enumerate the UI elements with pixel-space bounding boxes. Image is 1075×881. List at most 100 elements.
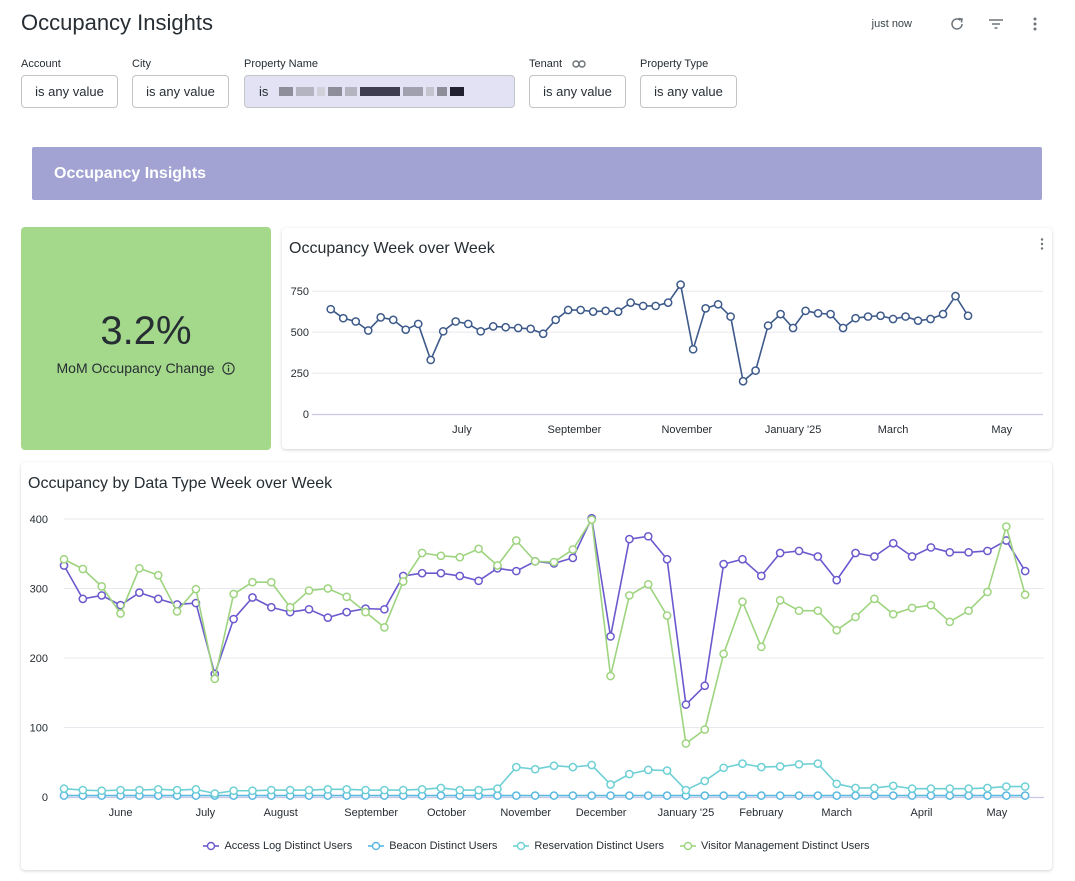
data-point[interactable] [455, 785, 465, 795]
data-point[interactable] [388, 315, 398, 325]
data-point[interactable] [625, 534, 634, 544]
data-point[interactable] [474, 576, 483, 586]
data-point[interactable] [738, 791, 747, 800]
filter-icon[interactable] [986, 14, 1006, 34]
data-point[interactable] [323, 584, 333, 593]
data-point[interactable] [719, 649, 728, 659]
data-point[interactable] [135, 588, 144, 597]
data-point[interactable] [1001, 522, 1011, 531]
data-point[interactable] [738, 554, 747, 564]
data-point[interactable] [511, 791, 521, 800]
data-point[interactable] [451, 317, 461, 326]
data-point[interactable] [568, 545, 578, 554]
data-point[interactable] [568, 553, 578, 563]
data-point[interactable] [643, 765, 653, 775]
data-point[interactable] [549, 791, 559, 800]
data-point[interactable] [907, 552, 917, 561]
data-point[interactable] [401, 325, 411, 335]
data-point[interactable] [888, 538, 898, 548]
data-point[interactable] [304, 604, 314, 614]
data-point[interactable] [863, 312, 873, 321]
data-point[interactable] [701, 304, 710, 313]
data-point[interactable] [97, 591, 107, 600]
data-point[interactable] [1020, 590, 1030, 600]
data-point[interactable] [945, 791, 955, 800]
data-point[interactable] [361, 785, 370, 795]
data-point[interactable] [323, 785, 333, 794]
data-point[interactable] [662, 791, 672, 800]
data-point[interactable] [78, 594, 88, 604]
data-point[interactable] [436, 568, 446, 578]
data-point[interactable] [756, 571, 766, 581]
data-point[interactable] [172, 607, 182, 616]
data-point[interactable] [380, 623, 389, 632]
data-point[interactable] [587, 515, 597, 524]
more-vertical-icon[interactable] [1025, 14, 1045, 34]
data-point[interactable] [964, 791, 973, 800]
data-point[interactable] [493, 784, 502, 794]
data-point[interactable] [549, 557, 559, 567]
data-point[interactable] [964, 784, 973, 794]
data-point[interactable] [643, 531, 653, 541]
data-point[interactable] [285, 602, 295, 612]
data-point[interactable] [135, 785, 144, 795]
data-point[interactable] [713, 299, 723, 309]
data-point[interactable] [719, 559, 728, 569]
data-point[interactable] [153, 594, 163, 604]
legend-item[interactable]: Access Log Distinct Users [203, 840, 352, 852]
data-point[interactable] [342, 607, 352, 617]
data-point[interactable] [626, 298, 635, 308]
data-point[interactable] [813, 552, 823, 561]
data-point[interactable] [832, 575, 842, 585]
data-point[interactable] [775, 548, 785, 558]
data-point[interactable] [838, 323, 848, 333]
data-point[interactable] [676, 280, 685, 289]
data-point[interactable] [643, 579, 653, 589]
data-point[interactable] [417, 548, 427, 558]
data-point[interactable] [413, 319, 423, 329]
data-point[interactable] [763, 321, 773, 330]
data-point[interactable] [153, 785, 163, 794]
data-point[interactable] [568, 791, 578, 800]
refresh-icon[interactable] [947, 14, 967, 34]
data-point[interactable] [756, 762, 766, 772]
data-point[interactable] [945, 784, 955, 794]
filter-property-type-value[interactable]: is any value [640, 75, 737, 108]
data-point[interactable] [651, 301, 660, 311]
data-point[interactable] [851, 313, 860, 323]
data-point[interactable] [436, 783, 446, 793]
data-point[interactable] [681, 700, 691, 709]
data-point[interactable] [794, 546, 804, 556]
data-point[interactable] [738, 759, 747, 768]
data-point[interactable] [363, 326, 373, 335]
data-point[interactable] [625, 769, 634, 779]
data-point[interactable] [870, 791, 879, 800]
data-point[interactable] [983, 791, 992, 800]
data-point[interactable] [323, 613, 333, 623]
data-point[interactable] [870, 552, 879, 561]
data-point[interactable] [813, 308, 823, 318]
data-point[interactable] [756, 642, 766, 652]
data-point[interactable] [888, 609, 898, 619]
data-point[interactable] [907, 603, 917, 613]
data-point[interactable] [719, 791, 728, 800]
data-point[interactable] [563, 305, 573, 315]
data-point[interactable] [549, 761, 559, 771]
data-point[interactable] [511, 762, 521, 772]
data-point[interactable] [474, 544, 483, 554]
data-point[interactable] [266, 785, 276, 795]
data-point[interactable] [907, 791, 917, 800]
filter-tenant-value[interactable]: is any value [529, 75, 626, 108]
data-point[interactable] [775, 791, 785, 800]
data-point[interactable] [326, 304, 336, 314]
data-point[interactable] [794, 759, 804, 769]
data-point[interactable] [662, 554, 672, 564]
data-point[interactable] [913, 316, 923, 326]
data-point[interactable] [338, 313, 348, 323]
data-point[interactable] [826, 309, 835, 319]
data-point[interactable] [526, 324, 536, 334]
data-point[interactable] [455, 552, 465, 562]
data-point[interactable] [513, 323, 523, 333]
legend-item[interactable]: Visitor Management Distinct Users [680, 840, 870, 852]
data-point[interactable] [266, 602, 276, 612]
